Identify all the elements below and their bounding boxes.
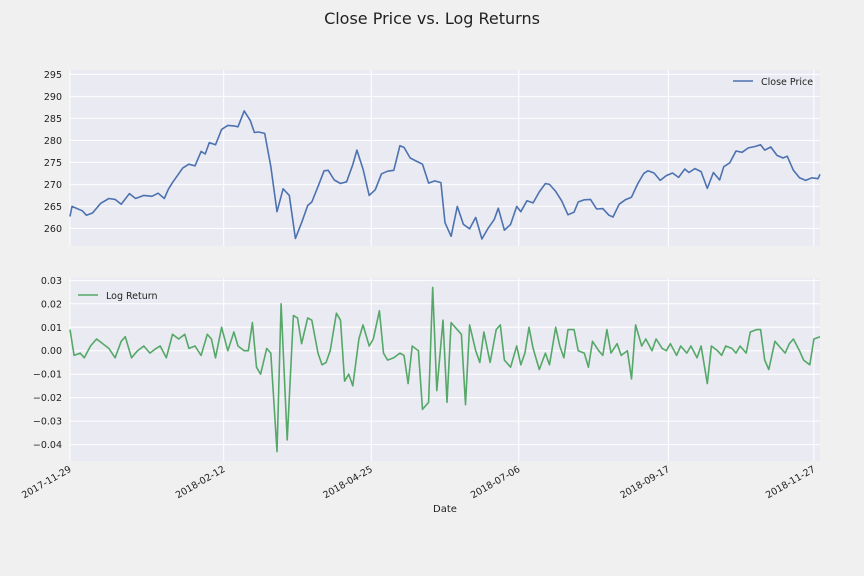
returns-ytick-label: 0.02 (41, 299, 62, 310)
price-ytick-label: 290 (44, 92, 62, 103)
price-ytick-label: 285 (44, 114, 62, 125)
price-ytick-label: 270 (44, 180, 62, 191)
price-gridlines (69, 70, 820, 246)
returns-ytick-label: 0.01 (41, 323, 62, 334)
price-yticks: 260 265 270 275 280 285 290 295 (44, 70, 62, 235)
returns-ytick-label: 0.03 (41, 276, 62, 287)
returns-legend: Log Return (78, 291, 158, 302)
price-ytick-label: 260 (44, 224, 62, 235)
x-axis-label: Date (433, 504, 457, 515)
returns-ytick-label: 0.00 (41, 346, 62, 357)
price-ytick-label: 295 (44, 70, 62, 81)
returns-panel: −0.04 −0.03 −0.02 −0.01 0.00 0.01 0.02 0.03 Log… (33, 276, 821, 461)
returns-ytick-label: −0.01 (33, 370, 62, 381)
price-series-line (69, 110, 821, 240)
returns-series-line (69, 286, 821, 453)
price-ytick-label: 280 (44, 136, 62, 147)
returns-legend-label: Log Return (106, 291, 158, 302)
returns-ytick-label: −0.03 (33, 417, 62, 428)
chart-title: Close Price vs. Log Returns (324, 9, 540, 28)
price-line-layer (69, 110, 821, 240)
price-legend: Close Price (733, 77, 813, 88)
price-ytick-label: 265 (44, 202, 62, 213)
price-ytick-label: 275 (44, 158, 62, 169)
price-legend-label: Close Price (761, 77, 813, 88)
returns-ytick-label: −0.02 (33, 393, 62, 404)
returns-yticks: −0.04 −0.03 −0.02 −0.01 0.00 0.01 0.02 0.03 (33, 276, 62, 451)
returns-line-layer (69, 286, 821, 453)
price-panel: 260 265 270 275 280 285 290 295 Close Price (44, 70, 821, 246)
returns-ytick-label: −0.04 (33, 440, 62, 451)
